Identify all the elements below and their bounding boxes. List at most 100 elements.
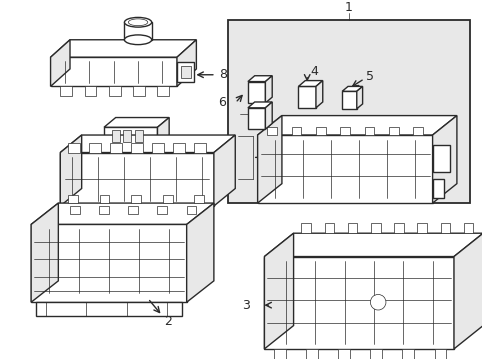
Polygon shape [315,127,325,135]
Polygon shape [186,206,196,214]
Polygon shape [157,86,169,96]
Polygon shape [274,349,285,359]
Polygon shape [298,86,315,108]
Polygon shape [109,86,121,96]
Polygon shape [70,206,80,214]
Polygon shape [60,135,235,153]
Polygon shape [257,116,456,135]
Polygon shape [264,233,482,257]
Polygon shape [89,143,101,153]
Polygon shape [291,127,301,135]
Polygon shape [324,224,334,233]
Polygon shape [152,143,163,153]
Polygon shape [186,203,213,302]
Polygon shape [68,143,80,153]
Ellipse shape [124,17,151,27]
Ellipse shape [124,35,151,45]
Polygon shape [453,233,482,349]
Polygon shape [112,130,120,142]
Polygon shape [100,195,109,203]
Polygon shape [194,195,204,203]
Polygon shape [213,135,235,206]
Polygon shape [267,127,277,135]
Polygon shape [264,233,293,349]
Polygon shape [135,130,142,142]
Polygon shape [177,62,194,82]
Polygon shape [340,127,349,135]
Polygon shape [60,86,72,96]
Polygon shape [416,224,426,233]
Polygon shape [301,224,310,233]
Polygon shape [163,195,172,203]
Polygon shape [356,86,362,109]
Polygon shape [265,102,272,129]
Polygon shape [157,117,169,145]
Polygon shape [181,66,190,78]
Polygon shape [84,86,96,96]
Polygon shape [338,349,349,359]
Text: 8: 8 [218,68,226,81]
Polygon shape [173,143,184,153]
Polygon shape [177,40,196,86]
Polygon shape [432,179,444,198]
Text: 4: 4 [309,66,317,78]
Polygon shape [257,135,432,203]
Polygon shape [364,127,373,135]
Polygon shape [110,143,122,153]
Polygon shape [157,206,167,214]
Polygon shape [133,86,144,96]
Polygon shape [342,86,362,91]
Polygon shape [104,117,169,127]
Polygon shape [194,143,205,153]
Polygon shape [247,76,272,82]
Polygon shape [104,127,157,145]
Polygon shape [123,130,131,142]
Text: 1: 1 [345,1,352,14]
Polygon shape [370,224,380,233]
Polygon shape [124,22,151,40]
Polygon shape [434,349,445,359]
Polygon shape [60,153,213,206]
Polygon shape [131,143,142,153]
Polygon shape [50,40,196,57]
Polygon shape [298,81,322,86]
Polygon shape [247,108,265,129]
Polygon shape [50,57,177,86]
Text: 7: 7 [272,151,280,164]
Polygon shape [412,127,422,135]
Polygon shape [131,195,141,203]
Polygon shape [388,127,398,135]
Polygon shape [31,225,186,302]
Polygon shape [68,195,78,203]
Ellipse shape [128,19,147,26]
Text: 6: 6 [217,96,225,109]
Polygon shape [247,82,265,103]
Polygon shape [347,224,357,233]
Polygon shape [402,349,413,359]
Polygon shape [60,135,81,206]
Polygon shape [265,76,272,103]
Text: 3: 3 [242,299,249,312]
Polygon shape [228,20,468,203]
Polygon shape [305,349,317,359]
Polygon shape [440,224,449,233]
Polygon shape [36,302,182,316]
Polygon shape [432,145,449,172]
Polygon shape [50,40,70,86]
Circle shape [369,294,385,310]
Polygon shape [128,206,138,214]
Polygon shape [369,349,381,359]
Polygon shape [264,257,453,349]
Polygon shape [432,116,456,203]
Polygon shape [393,224,403,233]
Polygon shape [31,203,58,302]
Text: 5: 5 [366,70,374,83]
Polygon shape [247,102,272,108]
Text: 2: 2 [164,315,172,328]
Polygon shape [463,224,472,233]
Polygon shape [99,206,109,214]
Polygon shape [31,203,213,225]
Polygon shape [257,116,282,203]
Polygon shape [342,91,356,109]
Polygon shape [315,81,322,108]
